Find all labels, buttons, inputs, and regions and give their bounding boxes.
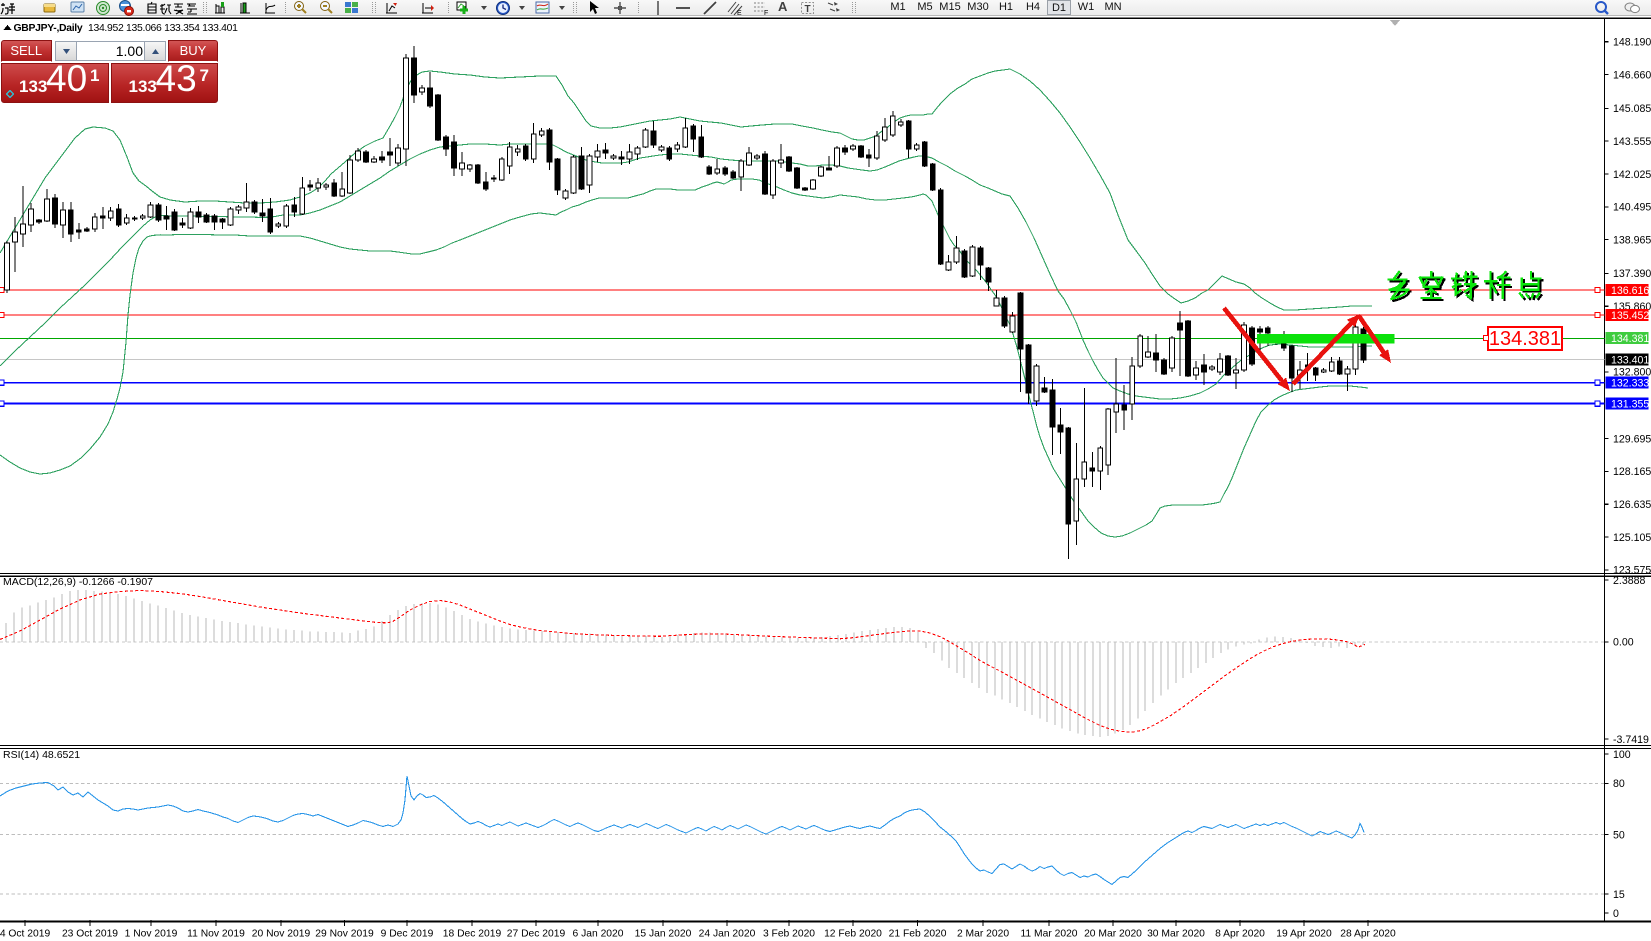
svg-text:28 Apr 2020: 28 Apr 2020 (1340, 929, 1396, 940)
svg-text:21 Feb 2020: 21 Feb 2020 (889, 929, 947, 940)
svg-text:132.800: 132.800 (1613, 367, 1651, 379)
svg-text:19 Apr 2020: 19 Apr 2020 (1276, 929, 1332, 940)
svg-text:145.085: 145.085 (1613, 103, 1651, 115)
svg-text:29 Nov 2019: 29 Nov 2019 (315, 929, 374, 940)
svg-text:11 Mar 2020: 11 Mar 2020 (1020, 929, 1077, 940)
svg-text:137.390: 137.390 (1613, 268, 1651, 280)
svg-text:134.952 135.066 133.354 133.40: 134.952 135.066 133.354 133.401 (88, 23, 238, 34)
svg-text:GBPJPY-,Daily: GBPJPY-,Daily (14, 23, 83, 34)
svg-text:23 Oct 2019: 23 Oct 2019 (62, 929, 118, 940)
svg-text:135.452: 135.452 (1611, 310, 1649, 322)
svg-text:30 Mar 2020: 30 Mar 2020 (1147, 929, 1205, 940)
svg-text:123.575: 123.575 (1613, 565, 1651, 577)
svg-text:12 Feb 2020: 12 Feb 2020 (824, 929, 882, 940)
svg-text:0: 0 (1613, 908, 1619, 920)
svg-text:T: T (805, 4, 811, 15)
svg-text:129.695: 129.695 (1613, 433, 1651, 445)
svg-text:RSI(14) 48.6521: RSI(14) 48.6521 (3, 749, 80, 761)
svg-text:15 Jan 2020: 15 Jan 2020 (635, 929, 692, 940)
svg-text:142.025: 142.025 (1613, 169, 1651, 181)
svg-text:20 Nov 2019: 20 Nov 2019 (252, 929, 311, 940)
svg-text:50: 50 (1613, 829, 1625, 841)
svg-text:143.555: 143.555 (1613, 136, 1651, 148)
svg-text:126.635: 126.635 (1613, 499, 1651, 511)
svg-text:2 Mar 2020: 2 Mar 2020 (957, 929, 1009, 940)
svg-text:MACD(12,26,9) -0.1266 -0.1907: MACD(12,26,9) -0.1266 -0.1907 (3, 576, 153, 588)
svg-text:E: E (737, 10, 742, 16)
svg-text:11 Nov 2019: 11 Nov 2019 (187, 929, 245, 940)
svg-text:133.401: 133.401 (1611, 355, 1649, 367)
svg-text:27 Dec 2019: 27 Dec 2019 (507, 929, 566, 940)
svg-text:136.616: 136.616 (1611, 285, 1649, 297)
svg-text:100: 100 (1613, 749, 1631, 761)
svg-text:24 Jan 2020: 24 Jan 2020 (699, 929, 756, 940)
svg-text:F: F (764, 10, 768, 16)
svg-text:80: 80 (1613, 778, 1625, 790)
svg-text:20 Mar 2020: 20 Mar 2020 (1084, 929, 1142, 940)
svg-text:132.333: 132.333 (1611, 378, 1649, 390)
svg-text:-3.7419: -3.7419 (1613, 734, 1649, 746)
svg-text:138.965: 138.965 (1613, 234, 1651, 246)
svg-text:134.381: 134.381 (1611, 333, 1649, 345)
svg-text:146.660: 146.660 (1613, 69, 1651, 81)
svg-text:9 Dec 2019: 9 Dec 2019 (381, 929, 434, 940)
svg-text:3 Feb 2020: 3 Feb 2020 (763, 929, 815, 940)
svg-text:1 Nov 2019: 1 Nov 2019 (125, 929, 178, 940)
svg-text:128.165: 128.165 (1613, 466, 1651, 478)
svg-text:4 Oct 2019: 4 Oct 2019 (0, 929, 50, 940)
svg-text:134.381: 134.381 (1489, 328, 1561, 350)
svg-text:140.495: 140.495 (1613, 202, 1651, 214)
svg-text:8 Apr 2020: 8 Apr 2020 (1215, 929, 1265, 940)
svg-text:131.355: 131.355 (1611, 399, 1649, 411)
svg-text:148.190: 148.190 (1613, 37, 1651, 49)
svg-text:2.3888: 2.3888 (1613, 575, 1646, 587)
svg-text:125.105: 125.105 (1613, 532, 1651, 544)
svg-text:18 Dec 2019: 18 Dec 2019 (443, 929, 502, 940)
svg-text:0.00: 0.00 (1613, 637, 1634, 649)
svg-text:6 Jan 2020: 6 Jan 2020 (573, 929, 624, 940)
svg-text:15: 15 (1613, 889, 1625, 901)
